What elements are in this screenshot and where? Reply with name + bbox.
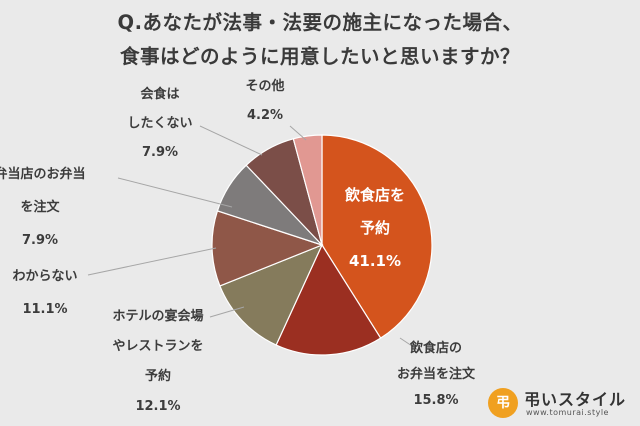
chart-title-line2: 食事はどのように用意したいと思いますか？: [119, 45, 520, 68]
slice-category-label-1: 予約: [360, 219, 390, 237]
slice-category-label-3: やレストランを: [112, 339, 203, 354]
slice-value-label-6: 7.9%: [142, 145, 178, 160]
brand-logo: 弔 弔いスタイル www.tomurai.style: [486, 386, 636, 422]
pie-slice-1: [321, 134, 433, 339]
leader-line-7: [289, 125, 307, 141]
pie-slice-3: [219, 243, 324, 346]
slice-value-label-2: 15.8%: [413, 393, 458, 408]
brand-url: www.tomurai.style: [526, 408, 609, 417]
slice-category-label-6: 会食は: [140, 86, 179, 102]
brand-logo-icon: 弔: [488, 388, 518, 418]
leader-line-5: [117, 177, 233, 208]
slice-category-label-3: ホテルの宴会場: [112, 308, 203, 324]
slice-category-label-5: を注文: [20, 199, 60, 215]
chart-title-line1: Q.あなたが法事・法要の施主になった場合、: [117, 11, 523, 34]
slice-category-label-6: したくない: [127, 116, 192, 131]
slice-category-label-5: 弁当店のお弁当: [0, 166, 86, 182]
slice-value-label-4: 11.1%: [22, 302, 67, 317]
leader-line-4: [87, 247, 217, 276]
slice-category-label-2: お弁当を注文: [397, 366, 476, 382]
slice-value-label-5: 7.9%: [22, 233, 58, 248]
slice-value-label-7: 4.2%: [247, 108, 283, 123]
leader-line-3: [209, 306, 245, 318]
pie-slice-2: [275, 243, 382, 356]
slice-category-label-3: 予約: [145, 368, 171, 384]
slice-category-label-7: その他: [245, 78, 284, 94]
slice-category-label-4: わからない: [12, 269, 77, 284]
leader-line-2: [399, 337, 419, 351]
brand-name: 弔いスタイル: [524, 390, 627, 409]
slice-value-label-3: 12.1%: [135, 399, 180, 414]
leader-line-6: [199, 125, 263, 156]
slice-category-label-1: 飲食店を: [344, 186, 405, 204]
pie-slice-7: [292, 134, 323, 246]
slice-value-label-1: 41.1%: [349, 252, 401, 270]
slice-category-label-2: 飲食店の: [409, 340, 462, 356]
